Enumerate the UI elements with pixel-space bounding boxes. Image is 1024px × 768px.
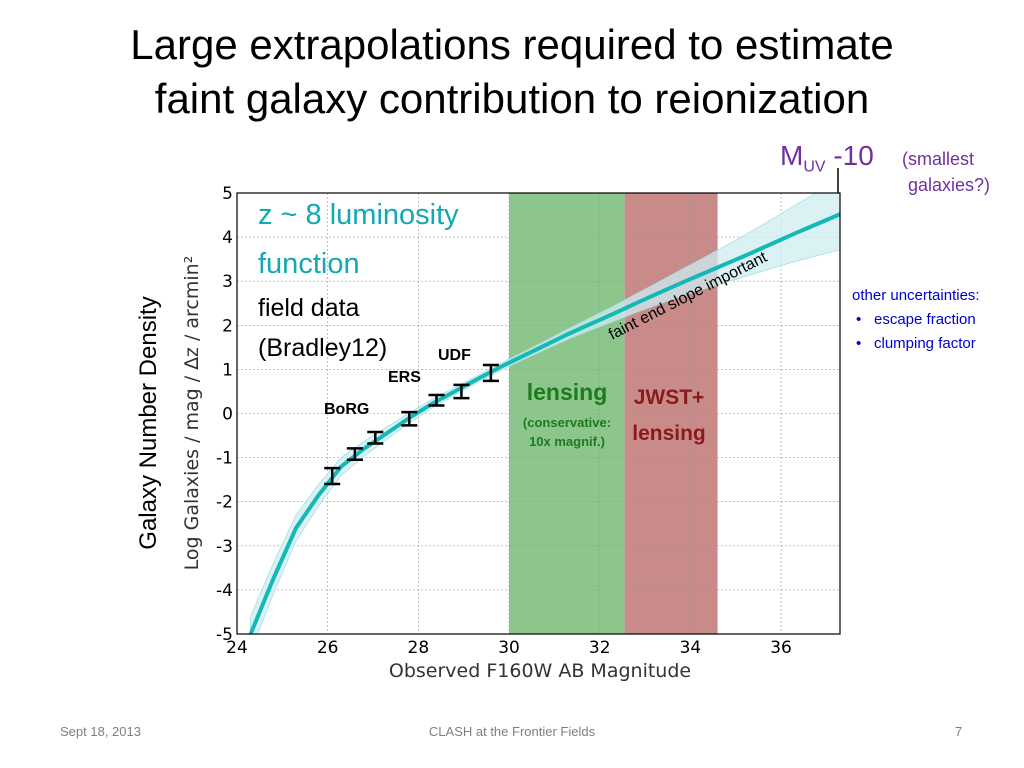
page-number: 7 bbox=[955, 724, 963, 739]
data-point bbox=[401, 410, 418, 427]
other-uncertainties-list: escape fraction clumping factor bbox=[852, 308, 980, 356]
luminosity-function-label-2: function bbox=[258, 248, 360, 280]
other-uncertainties: other uncertainties: escape fraction clu… bbox=[852, 284, 980, 356]
y-tick-label: 3 bbox=[222, 272, 233, 292]
lensing-band-note: (conservative: bbox=[523, 415, 611, 430]
y-axis-label: Log Galaxies / mag / ∆z / arcmin² bbox=[181, 256, 203, 571]
x-tick-label: 30 bbox=[498, 638, 520, 658]
x-tick-label: 26 bbox=[317, 638, 339, 658]
muv-subscript: UV bbox=[803, 158, 826, 176]
y-tick-label: 2 bbox=[222, 316, 233, 336]
x-tick-label: 34 bbox=[680, 638, 702, 658]
x-tick-label: 24 bbox=[226, 638, 248, 658]
y-tick-label: -3 bbox=[216, 537, 233, 557]
lensing-band-label: lensing bbox=[527, 379, 608, 405]
slide-title: Large extrapolations required to estimat… bbox=[30, 18, 994, 126]
x-tick-label: 36 bbox=[770, 638, 792, 658]
field-data-source: (Bradley12) bbox=[258, 334, 387, 362]
smallest-galaxies-note: (smallest galaxies?) bbox=[902, 146, 990, 198]
data-point bbox=[428, 393, 445, 407]
title-line-2: faint galaxy contribution to reionizatio… bbox=[154, 75, 870, 122]
data-point bbox=[324, 466, 341, 486]
jwst-band-label-2: lensing bbox=[632, 422, 706, 445]
y-tick-label: 1 bbox=[222, 360, 233, 380]
smallest-line-2: galaxies?) bbox=[908, 175, 991, 195]
x-tick-label: 32 bbox=[589, 638, 611, 658]
outer-y-axis-label: Galaxy Number Density bbox=[135, 296, 162, 549]
y-tick-label: 5 bbox=[222, 184, 233, 204]
field-data-label: field data bbox=[258, 294, 360, 322]
lensing-band-note-2: 10x magnif.) bbox=[529, 434, 605, 449]
muv-label: MUV -10 bbox=[780, 140, 874, 177]
uncertainty-band bbox=[250, 193, 840, 634]
data-point bbox=[367, 430, 384, 445]
footer-date: Sept 18, 2013 bbox=[60, 724, 141, 739]
list-item: clumping factor bbox=[852, 332, 980, 356]
muv-value: -10 bbox=[825, 140, 874, 171]
y-tick-label: -4 bbox=[216, 581, 233, 601]
y-tick-label: -2 bbox=[216, 493, 233, 513]
list-item: escape fraction bbox=[852, 308, 980, 332]
muv-prefix: M bbox=[780, 140, 804, 171]
title-line-1: Large extrapolations required to estimat… bbox=[130, 21, 894, 68]
x-axis-label: Observed F160W AB Magnitude bbox=[389, 660, 691, 682]
udf-label: UDF bbox=[438, 347, 471, 364]
y-tick-label: -1 bbox=[216, 449, 233, 469]
x-tick-label: 28 bbox=[408, 638, 430, 658]
plot-frame bbox=[236, 192, 841, 635]
data-point bbox=[482, 363, 499, 383]
other-uncertainties-title: other uncertainties: bbox=[852, 287, 980, 304]
data-point bbox=[346, 447, 363, 462]
y-tick-label: 4 bbox=[222, 228, 233, 248]
ers-label: ERS bbox=[388, 369, 421, 386]
footer-center: CLASH at the Frontier Fields bbox=[428, 724, 596, 739]
smallest-line-1: (smallest bbox=[902, 149, 975, 169]
borg-label: BoRG bbox=[324, 401, 369, 418]
data-point bbox=[453, 383, 470, 400]
y-tick-label: 0 bbox=[222, 405, 233, 425]
luminosity-function-label: z ~ 8 luminosity bbox=[258, 199, 459, 231]
y-tick-label: -5 bbox=[216, 625, 233, 645]
jwst-band-label: JWST+ bbox=[634, 386, 705, 409]
